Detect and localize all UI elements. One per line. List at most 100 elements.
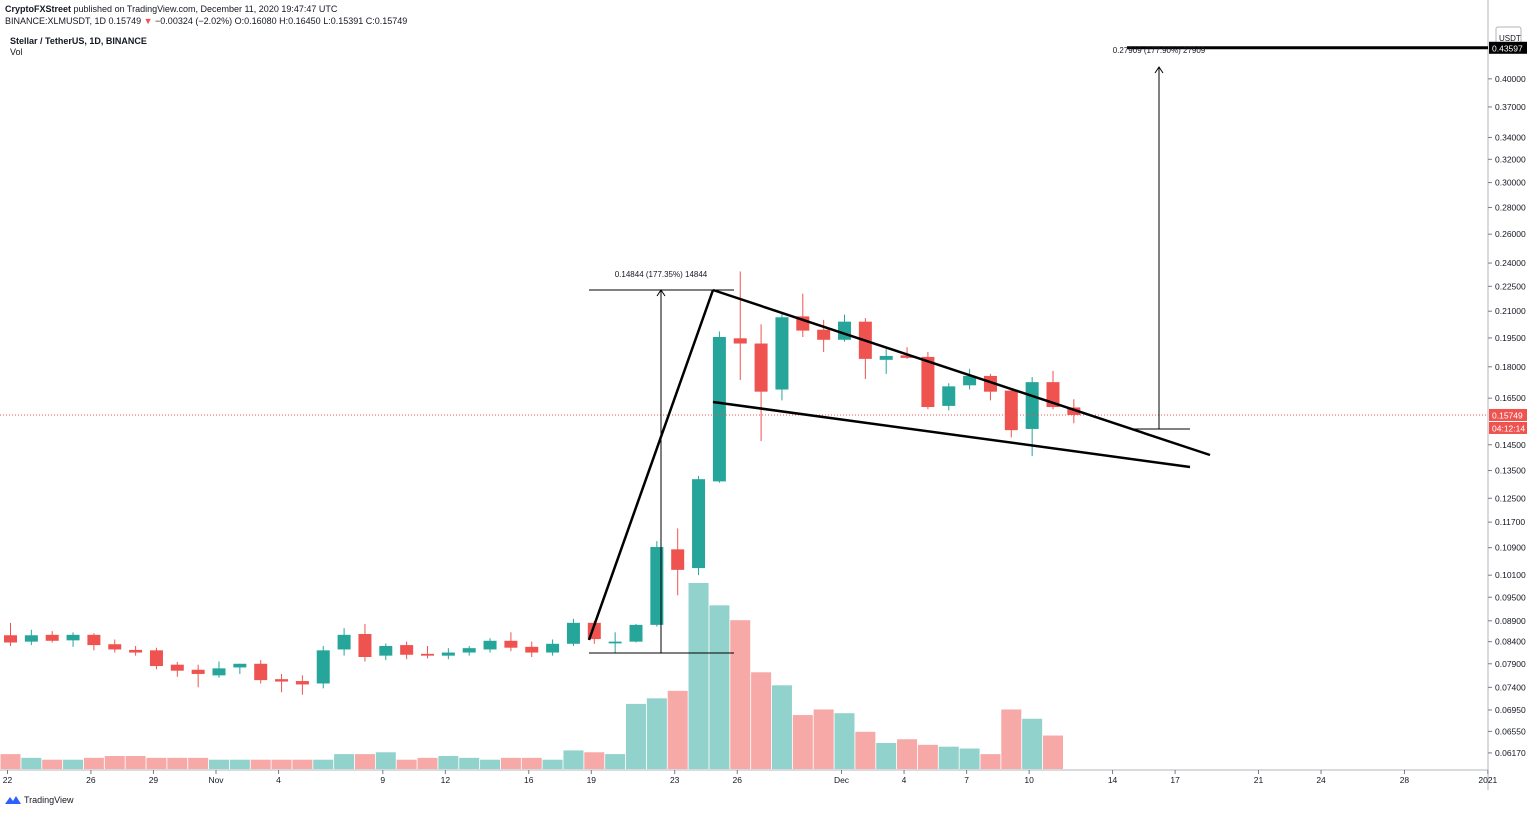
volume-bar [0,754,21,769]
publisher-name[interactable]: CryptoFXStreet [5,4,72,14]
down-arrow-icon: ▼ [143,16,153,26]
candle-body [108,644,122,650]
target-measure-label: 0.27909 (177.90%) 27909 [1113,46,1206,55]
candle-body [754,343,768,392]
ohlc-values: O:0.16080 H:0.16450 L:0.15391 C:0.15749 [234,16,408,26]
y-tick-label: 0.16500 [1495,393,1526,403]
candle-body [379,645,393,656]
y-tick-label: 0.40000 [1495,74,1526,84]
candle-body [963,375,977,386]
volume-bar [292,759,313,769]
candle-body [525,646,539,653]
volume-bar [1043,735,1063,769]
x-tick-label: 10 [1024,775,1034,785]
volume-bar [480,759,501,769]
candle-body [337,634,351,650]
footer-brand[interactable]: TradingView [5,795,74,805]
candle-body [441,652,455,656]
candle-body [483,640,497,650]
candle-body [129,649,143,653]
candle-body [149,650,163,667]
x-tick-label: 4 [276,775,281,785]
y-tick-label: 0.06170 [1495,748,1526,758]
x-tick-label: 26 [86,775,96,785]
y-tick-label: 0.08900 [1495,616,1526,626]
x-tick-label: 17 [1170,775,1180,785]
price-change: −0.00324 (−2.02%) [155,16,233,26]
last-price: 0.15749 [108,16,142,26]
current-price-tag [1489,408,1527,421]
candle-body [671,549,685,570]
candle-body [1067,407,1081,415]
x-tick-label: Nov [208,775,224,785]
x-tick-label: 24 [1316,775,1326,785]
volume-bar [21,757,42,769]
x-tick-label: 4 [902,775,907,785]
volume-bar [313,759,334,769]
y-tick-label: 0.11700 [1495,517,1525,527]
candle-body [45,634,59,641]
candle-body [900,355,914,358]
volume-bar [438,755,459,769]
x-tick-label: 14 [1108,775,1118,785]
volume-bar [250,759,271,769]
candle-body [921,356,935,408]
y-tick-label: 0.24000 [1495,258,1526,268]
volume-bar [688,583,709,769]
volume-bar [584,752,605,769]
candle-body [942,386,956,406]
y-tick-label: 0.09500 [1495,592,1526,602]
volume-bar [188,757,209,769]
y-tick-label: 0.08400 [1495,637,1526,647]
volume-bar [396,759,417,769]
volume-bar [209,759,229,769]
y-tick-label: 0.10900 [1495,543,1526,553]
volume-bar [876,742,897,769]
volume-bar [792,715,813,769]
y-axis-unit: USDT [1499,34,1521,43]
tradingview-brand: TradingView [24,795,74,805]
x-tick-label: Dec [834,775,850,785]
volume-bar [104,755,125,769]
ohlc-line: BINANCE:XLMUSDT, 1D 0.15749 ▼ −0.00324 (… [5,15,407,27]
candle-body [316,650,330,684]
volume-bar [375,752,396,769]
countdown-tag [1489,421,1527,434]
candle-body [712,337,726,482]
candle-body [170,664,184,671]
candle-body [421,653,434,656]
volume-bar [125,755,146,769]
candle-body [733,338,747,344]
target-price-label: 0.43597 [1492,43,1523,53]
target-arrow-icon [1154,66,1164,74]
candle-body [504,640,518,648]
x-tick-label: 2021 [1478,775,1497,785]
x-tick-label: 29 [149,775,159,785]
x-tick-label: 22 [3,775,13,785]
candle-body [24,635,38,642]
symbol-title: Stellar / TetherUS, 1D, BINANCE [10,36,147,46]
volume-bar [1001,709,1022,769]
x-tick-label: 16 [524,775,534,785]
candle-body [233,663,247,668]
candle-body [817,329,831,340]
volume-bar [271,759,292,769]
y-tick-label: 0.18000 [1495,362,1526,372]
published-text: published on TradingView.com, December 1… [73,4,338,14]
volume-bar [980,754,1001,769]
candle-body [879,355,893,360]
chart-header: CryptoFXStreet published on TradingView.… [5,3,407,27]
candle-body [87,634,101,646]
y-tick-label: 0.10100 [1495,570,1526,580]
target-price-tag [1489,41,1527,54]
y-tick-label: 0.06950 [1495,705,1526,715]
candle-body [462,648,476,653]
candle-body [191,669,205,674]
volume-bar [63,759,84,769]
candle-body [775,317,789,390]
volume-bar [855,731,876,769]
volume-bar [938,746,959,769]
candle-body [629,624,643,642]
volume-bar [521,757,542,769]
